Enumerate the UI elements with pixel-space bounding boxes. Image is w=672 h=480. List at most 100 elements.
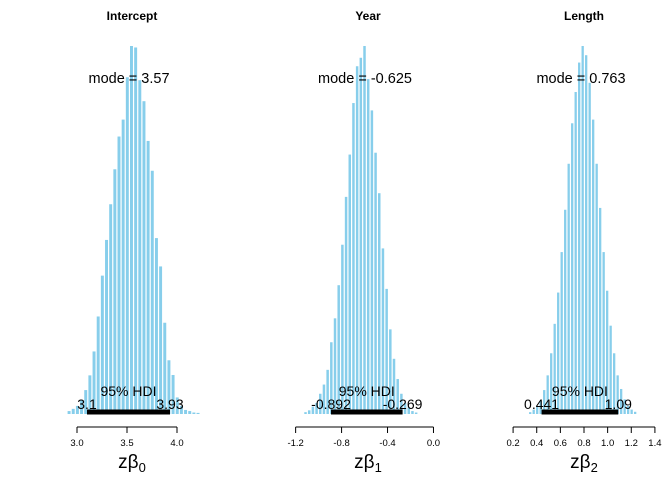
histogram-bar <box>67 411 71 414</box>
histogram-bar <box>311 406 315 414</box>
x-axis-label: zβ1 <box>354 452 382 475</box>
histogram-bar <box>348 154 352 414</box>
histogram-bar <box>546 375 549 414</box>
hdi-lower-value: 0.441 <box>524 396 559 412</box>
histogram-bar <box>109 204 113 414</box>
mode-annotation: mode = 3.57 <box>88 71 169 87</box>
x-tick-label: -0.8 <box>333 438 349 449</box>
histogram-bar <box>374 152 377 414</box>
histogram-bar <box>330 342 333 414</box>
histogram-bar <box>146 140 150 414</box>
histogram-bar <box>179 405 183 414</box>
x-tick-label: 4.0 <box>170 438 183 449</box>
histogram-bar <box>71 408 75 414</box>
histogram-bar <box>75 405 79 414</box>
histogram-bar <box>620 388 623 414</box>
x-tick-label: 0.6 <box>554 438 567 449</box>
histogram-bar <box>307 410 311 414</box>
histogram-bar <box>175 397 179 414</box>
histogram-bar <box>125 77 129 414</box>
hdi-label: 95% HDI <box>100 383 156 399</box>
histogram-bar <box>550 353 553 414</box>
histogram-bar <box>363 46 366 414</box>
histogram-bar <box>167 360 171 414</box>
histogram-bar <box>532 409 535 414</box>
histogram-bar <box>196 412 200 414</box>
x-axis-label: zβ2 <box>570 452 598 475</box>
x-axis-label: zβ0 <box>118 452 146 475</box>
histogram-bar <box>396 379 399 414</box>
histogram-bar <box>407 407 411 414</box>
hdi-label: 95% HDI <box>552 383 608 399</box>
histogram-bar <box>319 393 322 414</box>
panel-title: Year <box>355 9 381 23</box>
histogram-bar <box>192 412 196 414</box>
histogram-bar <box>188 411 192 414</box>
histogram-bar <box>333 318 337 414</box>
histogram-bar <box>142 101 146 414</box>
histogram-bar <box>389 329 392 414</box>
histogram-bar <box>355 66 359 415</box>
histogram-bar <box>581 46 584 414</box>
hdi-upper-value: 3.93 <box>156 396 183 412</box>
x-tick-label: 1.4 <box>648 438 661 449</box>
histogram-bar <box>616 375 619 414</box>
histogram-bar <box>100 275 104 414</box>
histogram-bar <box>599 207 602 414</box>
histogram-bar <box>606 290 609 414</box>
histogram-bar <box>392 358 396 414</box>
histogram-bar <box>370 110 374 415</box>
histogram-bar <box>553 323 556 414</box>
histogram-bar <box>117 136 121 414</box>
histogram-bar <box>567 163 570 414</box>
histogram-bar <box>359 57 363 414</box>
histogram-bar <box>634 411 637 414</box>
histogram-bar <box>602 252 605 414</box>
histogram-bar <box>564 209 567 414</box>
histogram-bar <box>138 80 142 414</box>
histogram-bar <box>341 244 344 414</box>
x-tick-label: 0.4 <box>530 438 543 449</box>
histogram-bar <box>315 402 318 414</box>
histogram-bar <box>337 285 340 414</box>
histogram-bar <box>385 288 388 414</box>
histogram-bar <box>352 103 355 414</box>
panel-title: Length <box>564 9 604 23</box>
histogram-bar <box>539 401 542 414</box>
hdi-lower-value: 3.1 <box>77 396 97 412</box>
histogram-bar <box>592 119 595 414</box>
histogram-bar <box>378 193 381 414</box>
histogram-bar <box>96 316 100 414</box>
hdi-upper-value: 1.09 <box>605 396 632 412</box>
histogram-bar <box>121 119 125 414</box>
histogram-bar <box>322 384 326 414</box>
histogram-bar <box>623 399 626 414</box>
panel-year: Year mode = -0.625 95% HDI-0.892 -0.269 -1.2… <box>287 9 440 475</box>
hdi-upper-value: -0.269 <box>383 396 423 412</box>
histogram-bar <box>613 353 616 414</box>
x-tick-label: 0.8 <box>577 438 590 449</box>
panel-title: Intercept <box>107 9 158 23</box>
histogram-bar <box>411 411 414 414</box>
mode-annotation: mode = 0.763 <box>536 71 625 87</box>
histogram-bar <box>159 266 163 414</box>
histogram-bar <box>536 405 539 414</box>
x-tick-label: 1.2 <box>625 438 638 449</box>
histogram-bar <box>529 412 532 414</box>
histogram-bar <box>163 322 167 414</box>
histogram-bar <box>543 390 546 414</box>
histogram-bar <box>150 170 154 414</box>
x-tick-label: 0.2 <box>506 438 519 449</box>
x-tick-label: 3.5 <box>120 438 133 449</box>
histogram-bar <box>578 62 581 415</box>
histogram-bar <box>366 79 370 415</box>
histogram-bar <box>326 369 329 414</box>
histogram-bar <box>627 405 630 414</box>
histogram-bar <box>113 169 117 414</box>
histogram-bar <box>154 238 158 414</box>
hdi-lower-value: -0.892 <box>311 396 351 412</box>
histogram-bar <box>105 239 108 414</box>
